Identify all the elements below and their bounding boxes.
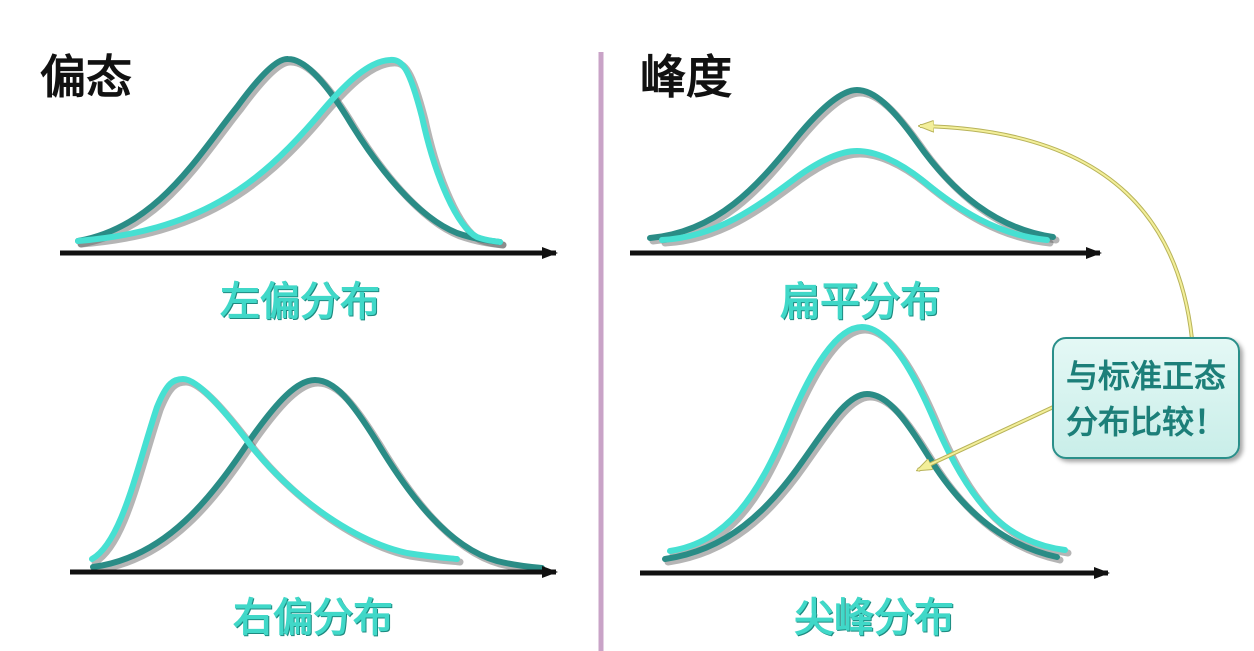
right-skew-normal-curve-shadow (92, 379, 549, 575)
right-skew-normal-curve (90, 376, 545, 571)
kurtosis-heading: 峰度 (640, 50, 732, 104)
right-skew-skewed-curve (89, 375, 460, 562)
callout-line-2: 分布比较！ (1065, 403, 1226, 441)
left-skew-panel (60, 56, 558, 259)
left-skew-normal-curve (75, 56, 503, 245)
callout-leader-lower-fill (917, 402, 1063, 471)
platy-flat-curve-shadow (661, 150, 1054, 247)
platykurtic-panel (630, 86, 1102, 259)
leptokurtic-panel (640, 323, 1110, 579)
left-skew-skewed-curve (75, 56, 503, 245)
platy-normal-curve (647, 86, 1056, 241)
platykurtic-label: 扁平分布 (780, 279, 940, 325)
lepto-peaked-curve (667, 323, 1068, 554)
leptokurtic-label: 尖峰分布 (794, 595, 954, 641)
platy-flat-curve (659, 147, 1050, 243)
lepto-normal-curve (662, 390, 1060, 562)
callout-leader-upper-fill (919, 125, 1193, 340)
callout-leader-upper (920, 126, 1194, 340)
callout-line-1: 与标准正态 (1065, 357, 1226, 395)
skewness-heading: 偏态 (40, 50, 132, 104)
left-skew-label: 左偏分布 (220, 279, 380, 325)
comparison-callout: 与标准正态 分布比较！ (1052, 337, 1240, 459)
right-skew-panel (70, 375, 558, 578)
right-skew-label: 右偏分布 (233, 595, 393, 641)
